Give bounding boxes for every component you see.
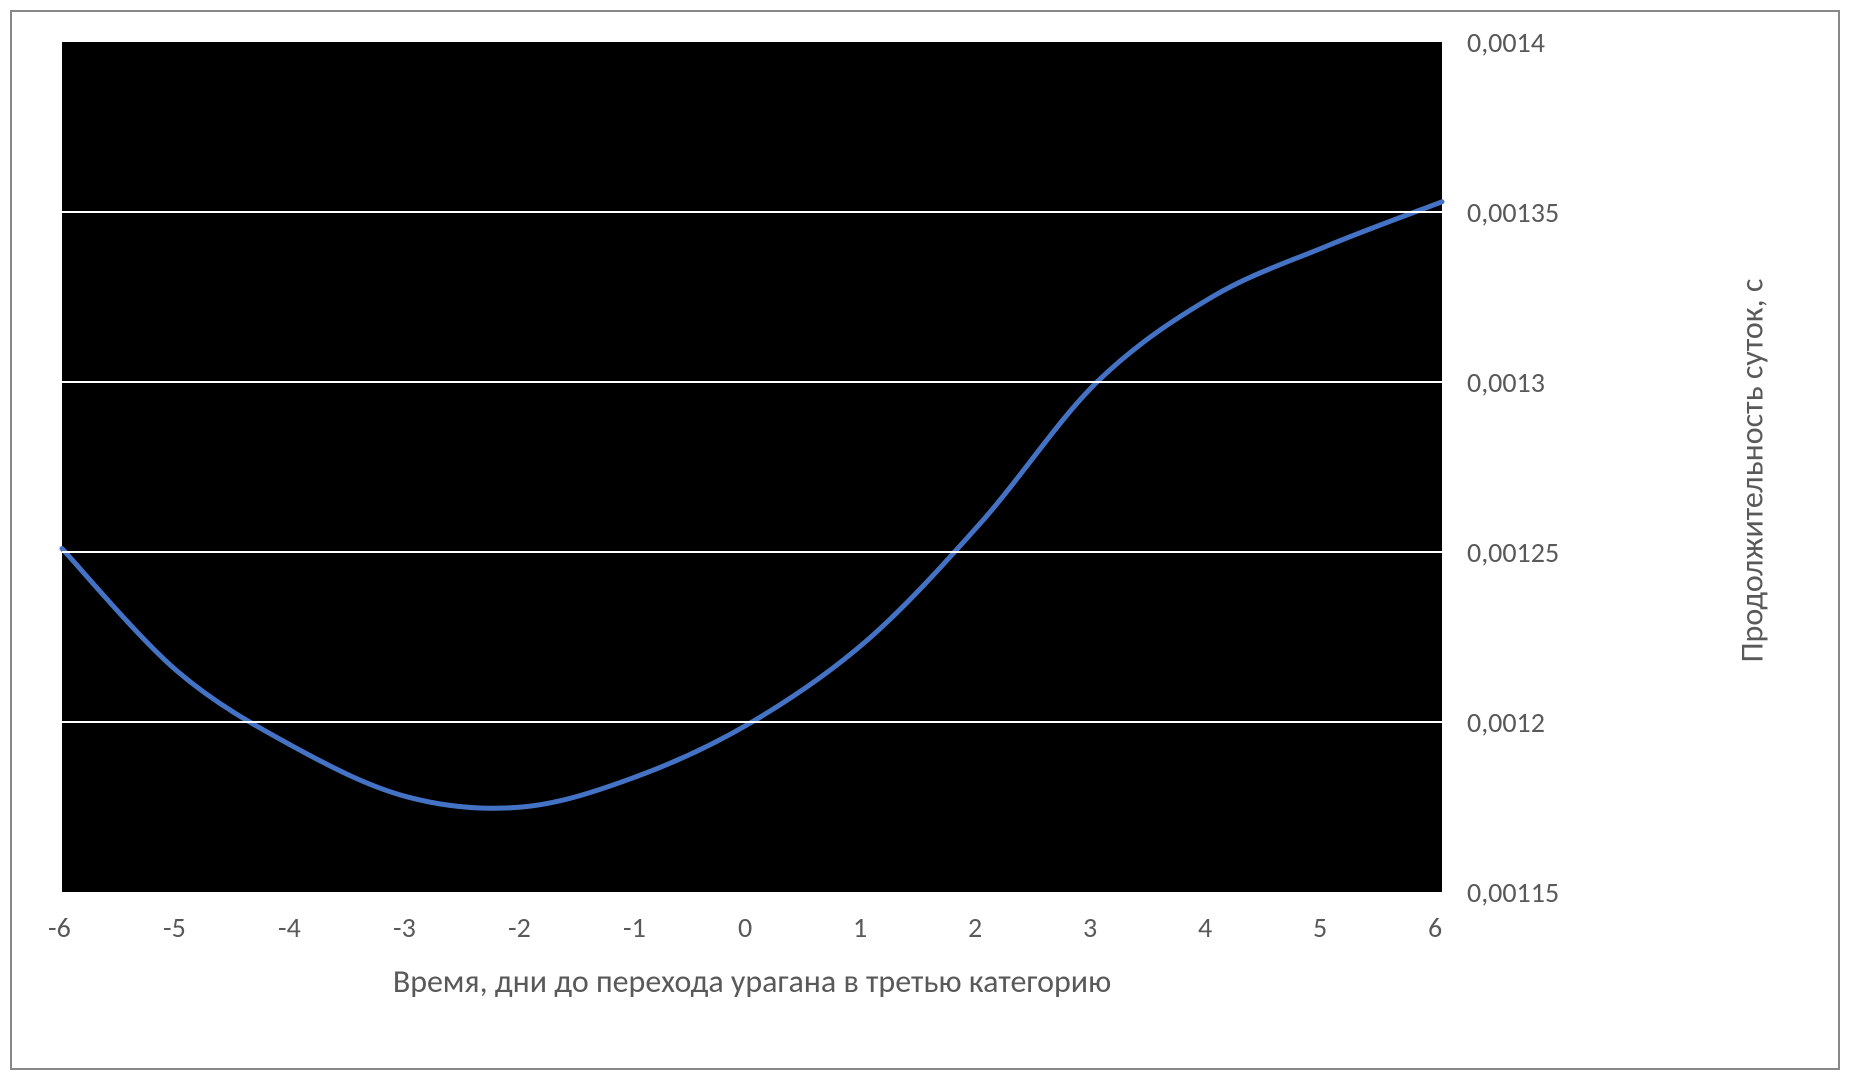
x-tick-label: 6 [1428, 910, 1442, 945]
data-line [62, 42, 1442, 892]
gridline [62, 721, 1442, 723]
x-tick-label: 5 [1313, 910, 1327, 945]
y-tick-label: 0,00115 [1467, 875, 1559, 910]
x-tick-label: -1 [623, 910, 646, 945]
x-tick-label: -5 [163, 910, 186, 945]
x-tick-label: -3 [393, 910, 416, 945]
x-tick-label: -4 [278, 910, 301, 945]
x-tick-label: 4 [1198, 910, 1212, 945]
x-tick-label: 2 [968, 910, 982, 945]
gridline [62, 551, 1442, 553]
x-tick-label: -2 [508, 910, 531, 945]
x-tick-label: 3 [1083, 910, 1097, 945]
y-axis-title: Продолжительность суток, с [1733, 46, 1772, 896]
y-tick-label: 0,00125 [1467, 535, 1559, 570]
x-axis-title: Время, дни до перехода урагана в третью … [62, 962, 1442, 1001]
gridline [62, 381, 1442, 383]
y-tick-label: 0,0012 [1467, 705, 1545, 740]
series-line [62, 202, 1442, 808]
x-tick-label: 1 [853, 910, 867, 945]
plot-area [62, 42, 1442, 892]
gridline [62, 211, 1442, 213]
x-tick-label: 0 [738, 910, 752, 945]
y-tick-label: 0,0014 [1467, 25, 1545, 60]
chart-container: Время, дни до перехода урагана в третью … [10, 10, 1840, 1070]
x-tick-label: -6 [48, 910, 71, 945]
y-tick-label: 0,00135 [1467, 195, 1559, 230]
y-tick-label: 0,0013 [1467, 365, 1545, 400]
